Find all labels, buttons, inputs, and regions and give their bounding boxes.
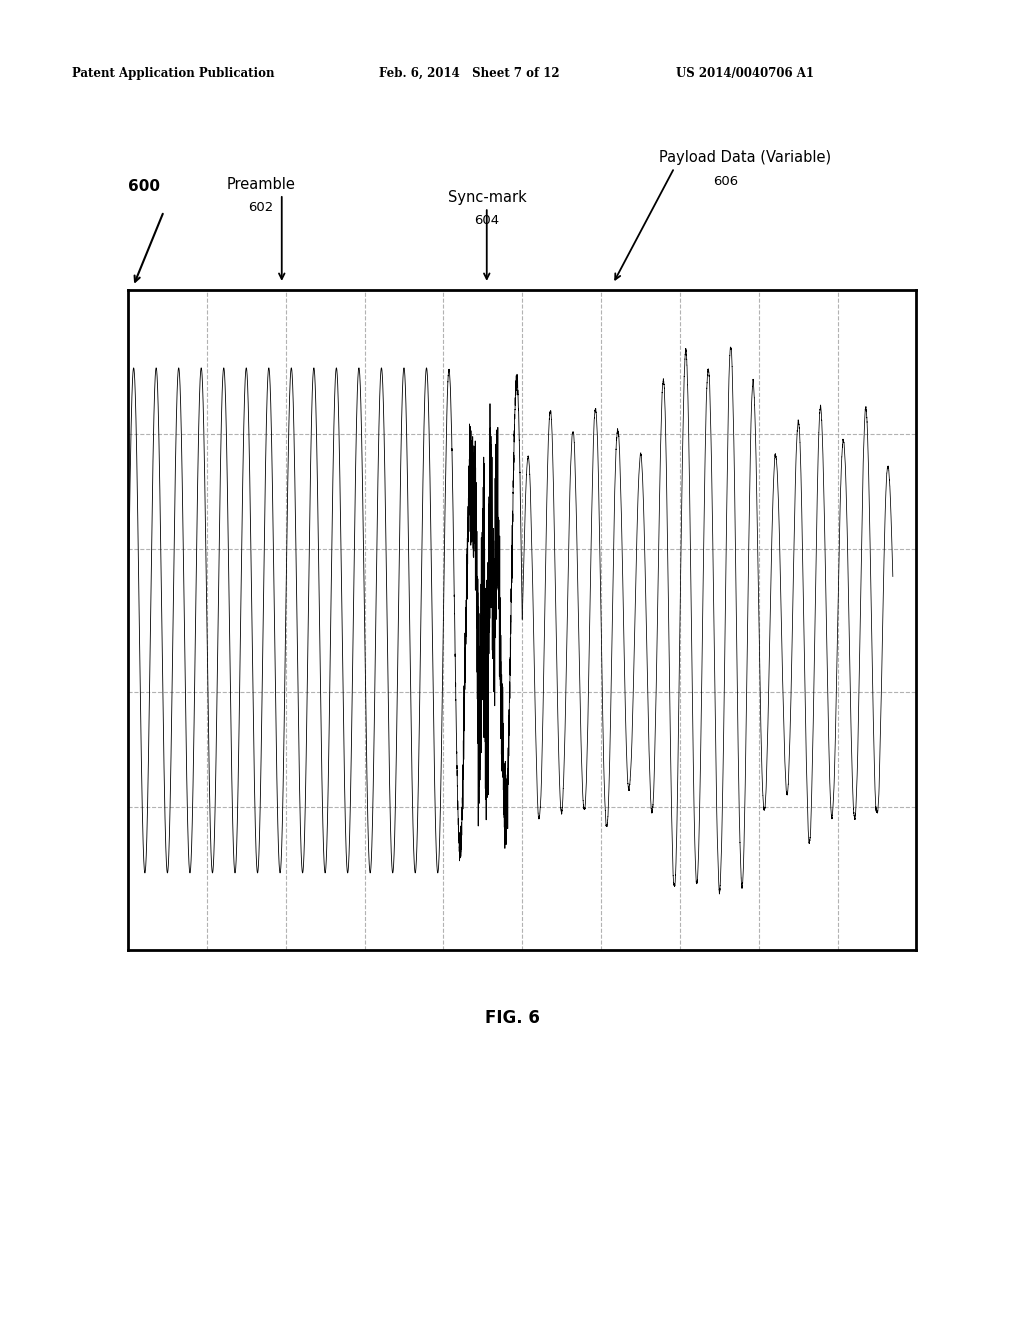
Text: 606: 606: [714, 174, 738, 187]
Text: US 2014/0040706 A1: US 2014/0040706 A1: [676, 66, 814, 79]
Text: Payload Data (Variable): Payload Data (Variable): [659, 150, 831, 165]
Text: 602: 602: [249, 201, 273, 214]
Text: Sync-mark: Sync-mark: [447, 190, 526, 205]
Text: Feb. 6, 2014   Sheet 7 of 12: Feb. 6, 2014 Sheet 7 of 12: [379, 66, 559, 79]
Text: 600: 600: [128, 180, 160, 194]
Text: FIG. 6: FIG. 6: [484, 1008, 540, 1027]
Text: Preamble: Preamble: [227, 177, 296, 191]
Text: 604: 604: [474, 214, 500, 227]
Text: Patent Application Publication: Patent Application Publication: [72, 66, 274, 79]
